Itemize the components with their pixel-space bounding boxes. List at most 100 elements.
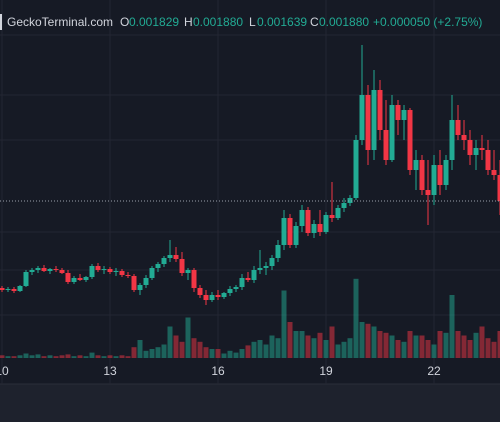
footer-bar xyxy=(0,384,500,422)
candle-body xyxy=(179,259,185,273)
volume-bar xyxy=(443,332,449,358)
volume-bar xyxy=(359,322,365,358)
volume-bar xyxy=(0,355,5,358)
candle-body xyxy=(365,95,371,150)
candle-body xyxy=(41,268,47,271)
candle-body xyxy=(215,295,221,297)
volume-bar xyxy=(407,331,413,358)
volume-bar xyxy=(71,356,77,358)
volume-bar xyxy=(401,341,407,358)
volume-bar xyxy=(209,349,215,358)
candle-body xyxy=(287,218,293,245)
volume-bar xyxy=(185,317,191,358)
volume-bar xyxy=(65,354,71,358)
volume-bar xyxy=(377,331,383,358)
candle-body xyxy=(191,270,197,288)
volume-bar xyxy=(131,347,137,358)
volume-bar xyxy=(437,331,443,358)
x-tick-label: 16 xyxy=(211,364,225,378)
candle-body xyxy=(269,258,275,266)
x-tick-label: 19 xyxy=(319,364,333,378)
volume-bar xyxy=(383,332,389,358)
candle-body xyxy=(17,286,23,291)
candle-body xyxy=(83,277,89,280)
volume-bar xyxy=(167,326,173,358)
candle-body xyxy=(383,130,389,160)
candle-body xyxy=(197,288,203,295)
volume-bar xyxy=(83,356,89,358)
candle-body xyxy=(227,289,233,293)
candle-body xyxy=(239,278,245,287)
volume-bar xyxy=(431,344,437,358)
volume-bar xyxy=(317,332,323,358)
candle-body xyxy=(455,120,461,135)
volume-bar xyxy=(233,352,239,358)
volume-bar xyxy=(89,352,95,358)
volume-bar xyxy=(455,331,461,358)
candle-body xyxy=(131,276,137,290)
candle-body xyxy=(95,266,101,270)
volume-bar xyxy=(77,355,83,358)
volume-bar xyxy=(155,347,161,358)
close-label: C xyxy=(310,15,319,29)
volume-bar xyxy=(479,326,485,358)
volume-bar xyxy=(203,347,209,358)
volume-bar xyxy=(269,335,275,358)
volume-bar xyxy=(473,332,479,358)
volume-bar xyxy=(425,340,431,358)
volume-bar xyxy=(299,331,305,358)
volume-bar xyxy=(323,340,329,358)
volume-bar xyxy=(119,355,125,358)
volume-bar xyxy=(143,350,149,358)
candle-body xyxy=(125,275,131,276)
volume-bar xyxy=(413,335,419,358)
volume-bar xyxy=(11,356,17,358)
candle-body xyxy=(353,140,359,198)
candle-body xyxy=(53,269,59,270)
candle-body xyxy=(107,269,113,272)
candle-body xyxy=(323,215,329,232)
volume-bar xyxy=(257,340,263,358)
volume-bar xyxy=(47,355,53,358)
x-tick-label: 22 xyxy=(427,364,441,378)
header-marker xyxy=(0,14,2,30)
volume-bar xyxy=(113,356,119,358)
candle-body xyxy=(281,218,287,245)
candle-body xyxy=(473,148,479,155)
candle-body xyxy=(497,175,500,201)
candle-body xyxy=(35,268,41,270)
x-tick-label: 13 xyxy=(103,364,117,378)
volume-bar xyxy=(311,338,317,358)
candle-body xyxy=(275,245,281,258)
volume-bar xyxy=(161,344,167,358)
open-label: O xyxy=(120,15,129,29)
candle-body xyxy=(341,203,347,208)
volume-bar xyxy=(101,356,107,358)
candle-body xyxy=(59,270,65,273)
low-label: L xyxy=(249,15,256,29)
candle-body xyxy=(389,105,395,160)
volume-bar xyxy=(221,353,227,358)
volume-bar xyxy=(293,331,299,358)
candle-body xyxy=(449,120,455,160)
candle-body xyxy=(305,210,311,233)
low-value: 0.001639 xyxy=(257,15,307,29)
candle-body xyxy=(5,289,11,290)
candle-body xyxy=(263,266,269,268)
volume-bar xyxy=(23,353,29,358)
volume-bar xyxy=(137,340,143,358)
volume-bar xyxy=(59,355,65,358)
candle-body xyxy=(209,295,215,300)
candle-body xyxy=(11,289,17,291)
volume-bar xyxy=(347,338,353,358)
volume-bar xyxy=(395,340,401,358)
volume-bar xyxy=(227,350,233,358)
volume-bar xyxy=(191,338,197,358)
candle-body xyxy=(401,110,407,120)
high-label: H xyxy=(184,15,193,29)
volume-bar xyxy=(341,341,347,358)
candle-body xyxy=(233,287,239,289)
volume-bar xyxy=(287,322,293,358)
